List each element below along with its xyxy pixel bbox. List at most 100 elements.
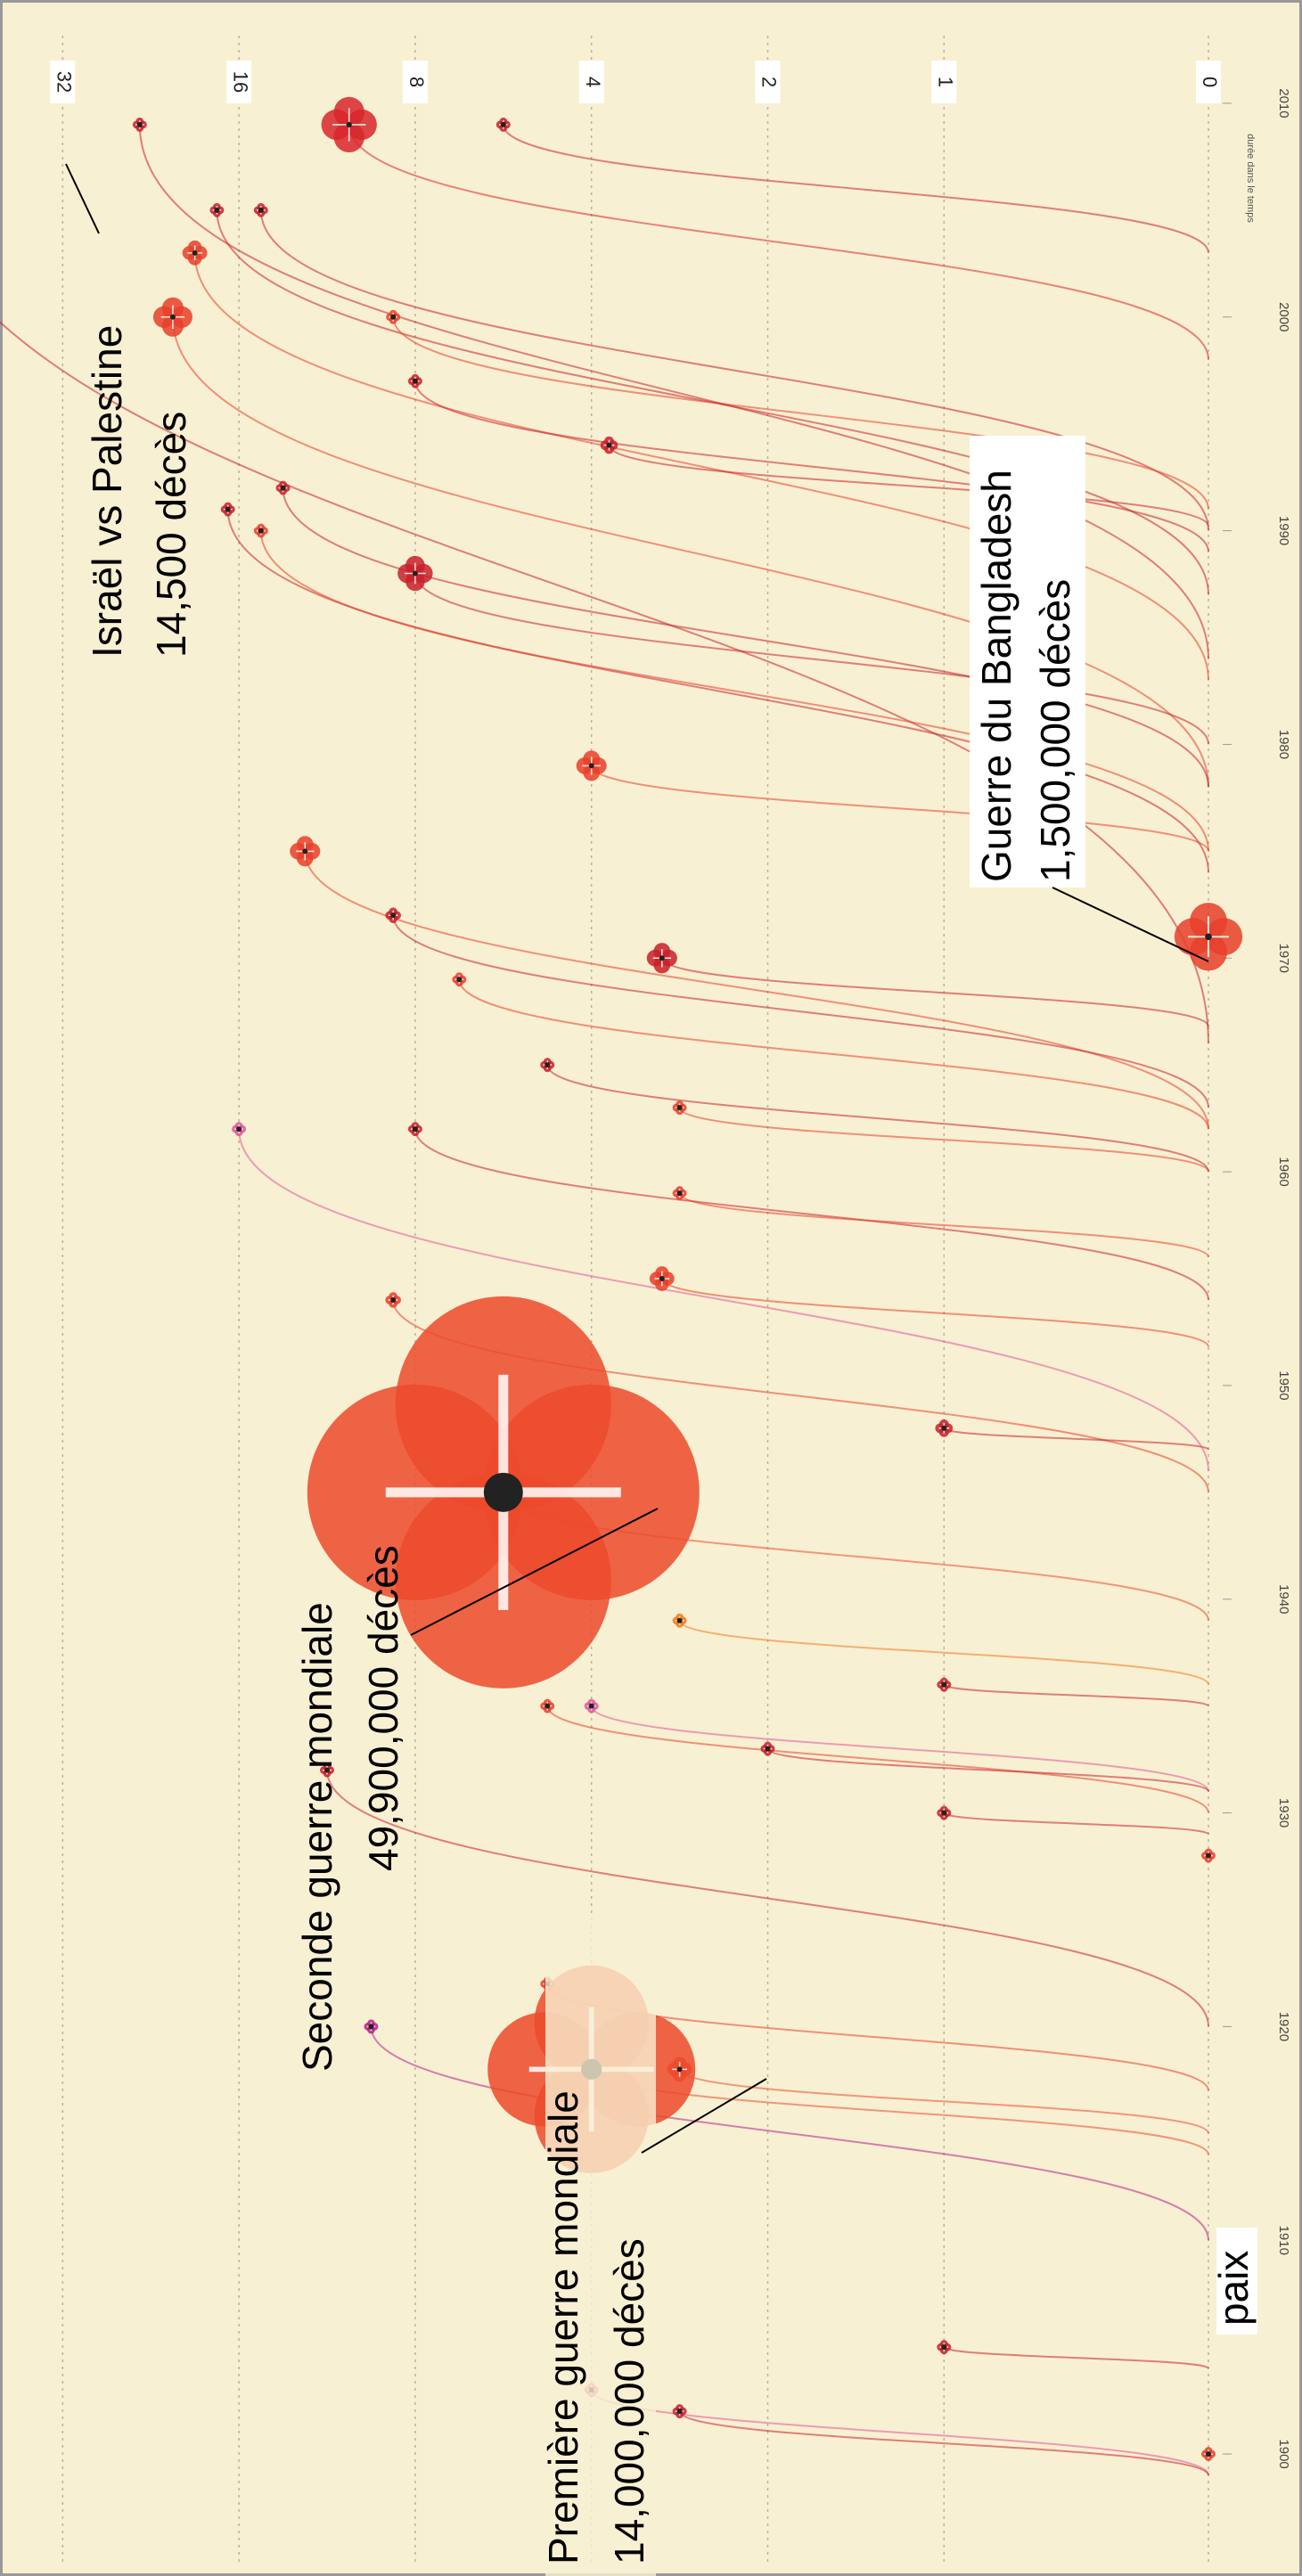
annotation-bg bbox=[970, 436, 1085, 887]
y-tick-label: 0 bbox=[1199, 77, 1221, 87]
conflict-curve bbox=[326, 1770, 1209, 2027]
conflict-curve bbox=[414, 573, 1209, 745]
conflict-curve bbox=[0, 320, 1209, 1044]
flower-center bbox=[412, 1126, 418, 1133]
conflict-flower bbox=[540, 1698, 555, 1713]
conflict-curve bbox=[193, 252, 1209, 681]
tick-label-bg bbox=[226, 61, 252, 103]
leader-line bbox=[65, 163, 100, 234]
conflict-flower bbox=[495, 117, 511, 132]
conflict-curve bbox=[546, 1064, 1209, 1173]
annotation: Première guerre mondiale bbox=[540, 2090, 586, 2564]
flower-center bbox=[676, 1617, 683, 1623]
conflict-curve bbox=[171, 316, 1209, 788]
flower-center bbox=[192, 249, 198, 256]
flower-center bbox=[346, 121, 352, 128]
flower-center bbox=[225, 506, 231, 512]
conflict-curve bbox=[259, 530, 1209, 852]
conflict-flower bbox=[275, 480, 291, 495]
conflict-curve bbox=[370, 2026, 1209, 2241]
conflict-flower bbox=[576, 750, 607, 781]
conflict-flower bbox=[935, 1419, 954, 1437]
conflict-curve bbox=[282, 487, 1209, 788]
y-tick-label: 2 bbox=[758, 77, 781, 87]
conflict-curve bbox=[414, 1129, 1209, 1300]
conflict-curve bbox=[608, 445, 1209, 527]
conflict-curve bbox=[678, 2410, 1209, 2476]
conflict-flower bbox=[320, 1762, 334, 1778]
conflict-flower bbox=[397, 555, 433, 592]
x-tick-label: 2000 bbox=[1276, 302, 1291, 331]
conflict-flower bbox=[672, 1100, 687, 1116]
annotation-bg bbox=[1216, 2228, 1257, 2335]
annotation: 49,900,000 décès bbox=[360, 1545, 406, 1871]
annotation: Seconde guerre mondiale bbox=[294, 1602, 340, 2072]
flower-center bbox=[456, 977, 463, 983]
conflict-flower bbox=[600, 436, 618, 454]
flower-center bbox=[236, 1126, 242, 1133]
x-tick-label: 1980 bbox=[1276, 730, 1291, 759]
x-tick-label: 1900 bbox=[1276, 2439, 1291, 2468]
conflict-flower bbox=[182, 240, 208, 266]
conflict-flower bbox=[1174, 903, 1243, 971]
flower-center bbox=[324, 1767, 330, 1773]
conflict-curve bbox=[226, 509, 1209, 873]
flower-center bbox=[545, 1703, 551, 1709]
conflict-flower bbox=[132, 117, 147, 132]
tick-label-bg bbox=[402, 61, 428, 103]
flower-center bbox=[1206, 1852, 1211, 1859]
axis-label: durée dans le temps bbox=[1245, 134, 1256, 223]
conflict-curve bbox=[678, 1192, 1209, 1258]
tick-label-bg bbox=[50, 61, 76, 103]
conflict-flower bbox=[584, 1698, 599, 1713]
conflict-flower bbox=[307, 1296, 700, 1689]
flower-center bbox=[659, 1276, 665, 1281]
conflict-curve bbox=[590, 765, 1209, 852]
flower-center bbox=[941, 1810, 947, 1816]
conflict-flower bbox=[253, 202, 268, 217]
conflict-curve bbox=[392, 915, 1209, 1108]
conflict-curve bbox=[678, 2068, 1209, 2134]
y-tick-label: 1 bbox=[934, 77, 956, 87]
conflict-flower bbox=[253, 523, 268, 538]
x-tick-label: 1920 bbox=[1276, 2012, 1291, 2041]
leader-line bbox=[410, 1508, 659, 1636]
conflict-flower bbox=[385, 907, 401, 924]
flower-center bbox=[1205, 933, 1212, 941]
leader-line bbox=[641, 2078, 767, 2154]
annotation: 14,500 décès bbox=[148, 412, 194, 658]
flower-center bbox=[169, 314, 176, 320]
flower-center bbox=[412, 570, 418, 577]
conflict-flower bbox=[672, 1613, 687, 1628]
conflict-curve bbox=[502, 124, 1209, 253]
conflict-curve bbox=[943, 1683, 1209, 1707]
x-tick-label: 2010 bbox=[1276, 88, 1291, 118]
conflict-flower bbox=[232, 1122, 247, 1137]
y-tick-label: 32 bbox=[53, 71, 75, 93]
x-tick-label: 1940 bbox=[1276, 1584, 1291, 1614]
conflict-flower bbox=[385, 1292, 401, 1308]
flower-center bbox=[765, 1746, 771, 1752]
conflict-curve bbox=[766, 1747, 1209, 1793]
grid bbox=[61, 36, 1232, 2566]
conflict-curve bbox=[458, 979, 1209, 1130]
conflict-curve bbox=[943, 1811, 1209, 1836]
curves bbox=[0, 124, 1209, 2476]
conflict-flower bbox=[452, 972, 467, 987]
y-tick-label: 4 bbox=[582, 77, 604, 87]
conflict-curve bbox=[238, 1129, 1209, 1471]
flower-center bbox=[676, 1190, 683, 1197]
conflict-curve bbox=[546, 1705, 1209, 1813]
flower-center bbox=[500, 121, 506, 127]
tick-label-bg bbox=[1196, 61, 1221, 103]
conflict-flower bbox=[386, 309, 401, 324]
annotation: paix bbox=[1210, 2251, 1257, 2326]
conflict-flower bbox=[209, 202, 225, 217]
flower-center bbox=[258, 527, 264, 534]
conflict-flower bbox=[760, 1741, 775, 1756]
flower-center bbox=[390, 912, 397, 919]
conflict-curve bbox=[678, 1620, 1209, 1686]
conflict-flower bbox=[667, 2057, 692, 2082]
